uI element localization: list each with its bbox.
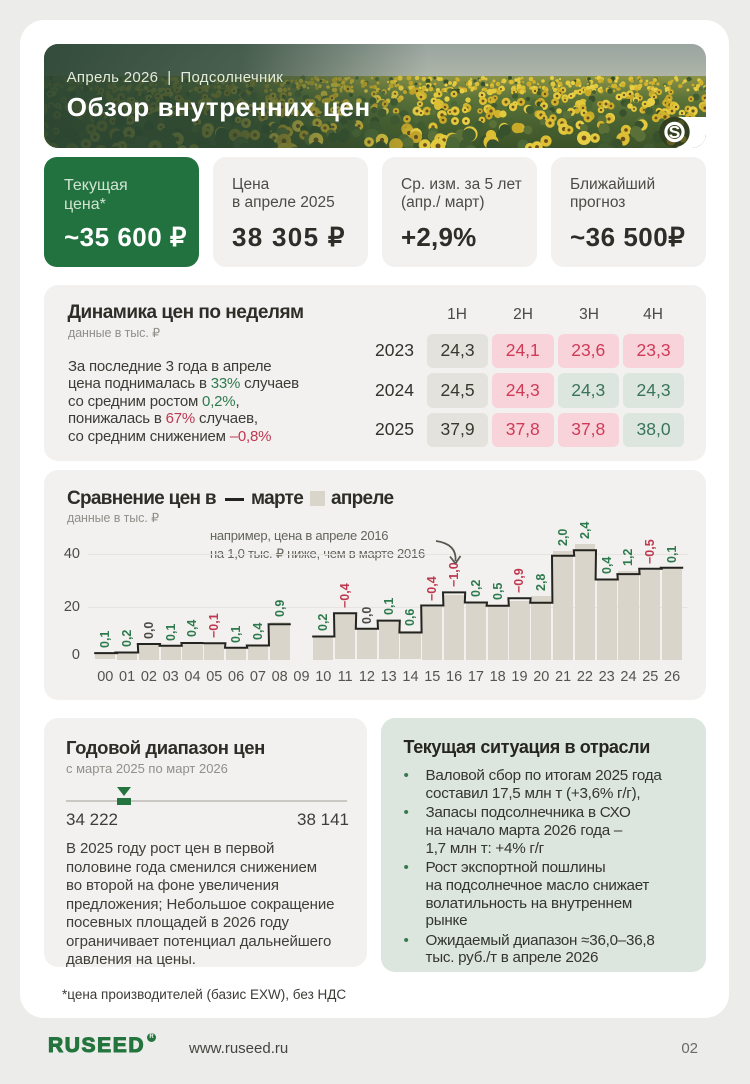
svg-text:S: S (669, 122, 681, 142)
